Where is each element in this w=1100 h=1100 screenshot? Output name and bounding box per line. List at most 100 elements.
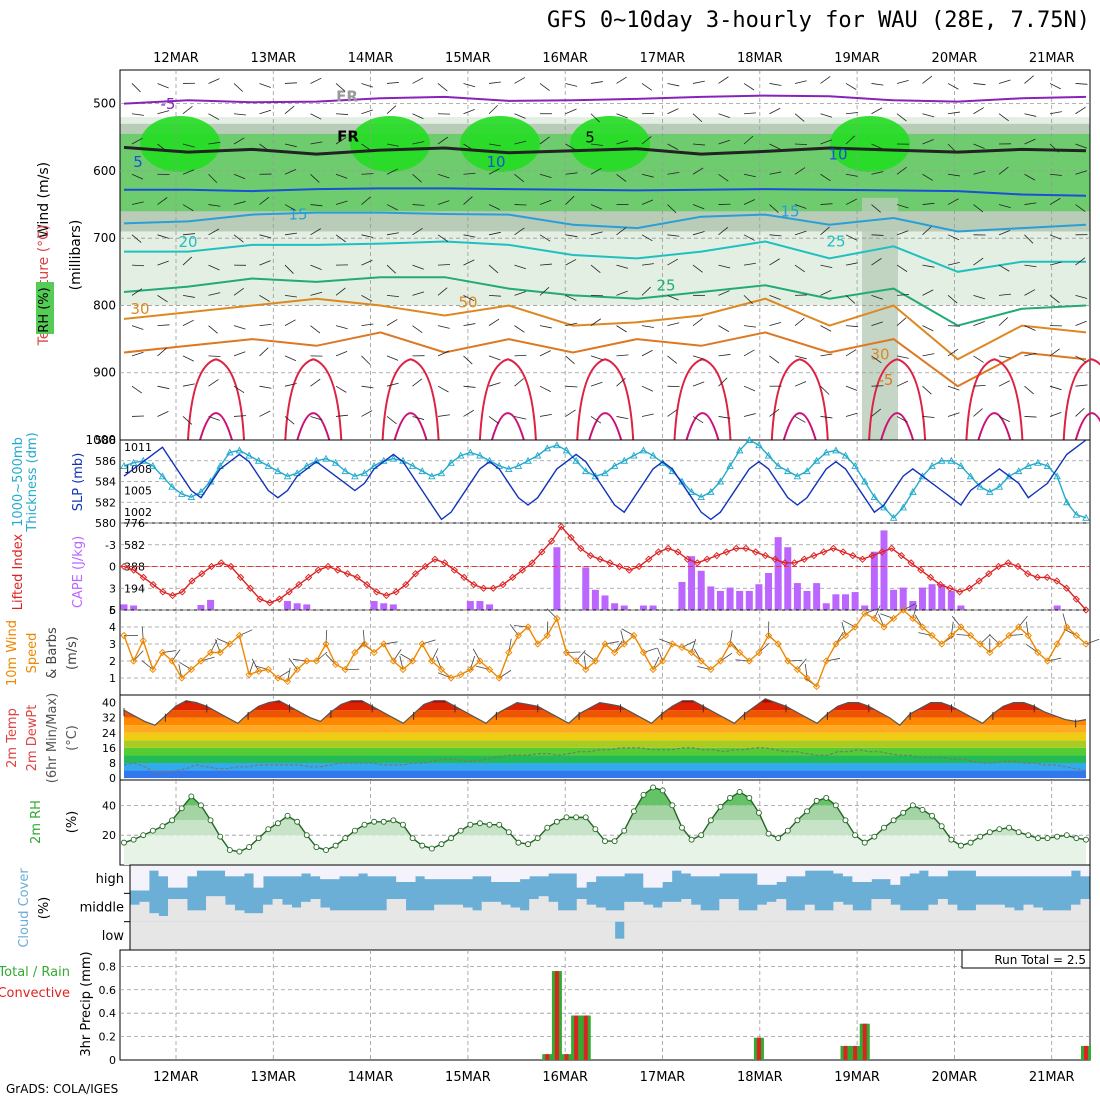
rh-2m-point — [284, 812, 291, 819]
cloud-cell-middle — [1070, 904, 1081, 922]
wind-speed-point — [726, 640, 734, 648]
day-label-top: 14MAR — [348, 51, 394, 66]
wind-barb — [820, 226, 830, 236]
thickness-tick-label: 584 — [95, 476, 116, 489]
wind-speed-point — [351, 648, 359, 657]
cloud-cell-high — [576, 865, 587, 888]
axis-label-rh: RH (%) — [37, 287, 52, 332]
wind-barb — [361, 385, 374, 389]
thickness-point — [1053, 472, 1061, 480]
rh-2m-point — [448, 835, 455, 842]
wind-barb — [845, 198, 857, 205]
cape-bar — [284, 601, 292, 610]
wind-barb — [794, 317, 805, 326]
wind-barb — [947, 143, 957, 153]
temp-band — [124, 770, 1086, 779]
wind-barb — [590, 81, 603, 84]
precip-panel-frame — [119, 949, 1091, 1061]
wind-barb — [208, 325, 218, 334]
wind-speed-point — [1082, 640, 1090, 648]
wind-tick-label: 2 — [109, 655, 116, 668]
cloud-cell-high — [529, 865, 540, 877]
thickness-point — [428, 472, 436, 480]
wind-barb — [565, 295, 577, 301]
thickness-point — [582, 467, 590, 475]
rh-2m-point — [1006, 824, 1012, 831]
wind-barb — [412, 264, 424, 270]
lifted-index-point — [810, 551, 818, 560]
axis-label-temp-3: (°C) — [65, 725, 80, 751]
axis-label-millibars: (millibars) — [68, 220, 84, 291]
rh-2m-point — [390, 817, 397, 824]
rh-2m-point — [755, 809, 762, 816]
wind-barb — [463, 385, 476, 388]
cloud-cell-middle — [662, 901, 673, 922]
wind-barb — [310, 141, 323, 145]
li-tick-label: 3 — [109, 582, 116, 595]
wind-barb — [335, 351, 348, 357]
wind-speed-point — [312, 657, 321, 665]
cloud-cell-low — [158, 921, 169, 950]
cloud-cell-middle — [1004, 907, 1015, 922]
cloud-cell-high — [1070, 865, 1081, 871]
cloud-cell-high — [244, 865, 254, 874]
isotherm-loop — [770, 358, 829, 441]
cloud-cell-middle — [1051, 910, 1062, 922]
wind-barb — [157, 295, 168, 303]
lifted-index-point — [878, 548, 886, 556]
wind-speed-point — [610, 648, 619, 657]
wind-barb — [539, 173, 552, 178]
cloud-cell-low — [1051, 921, 1062, 950]
cloud-cell-low — [956, 921, 967, 950]
wind-barb — [539, 413, 552, 417]
wind-speed-point — [332, 660, 340, 669]
cloud-cell-middle — [386, 899, 397, 922]
contour-label: 30 — [130, 300, 149, 318]
wind-barb — [743, 349, 755, 357]
cloud-cell-low — [1042, 921, 1053, 950]
cloud-cell-low — [624, 921, 635, 950]
thickness-point — [639, 446, 648, 454]
thickness-point — [784, 467, 792, 475]
wind-barb — [769, 143, 781, 150]
lifted-index-point — [373, 588, 381, 596]
wind-barb — [692, 416, 704, 424]
wind-barb — [488, 355, 501, 361]
wind-barb — [794, 381, 807, 387]
rh-2m-point — [832, 802, 839, 809]
wind-barb — [743, 385, 756, 392]
wind-barb — [437, 200, 450, 205]
isotherm-loop — [880, 412, 915, 441]
thickness-point — [158, 472, 167, 480]
wind-barb — [922, 264, 935, 268]
wind-speed-point — [418, 640, 426, 648]
cloud-cell-high — [462, 865, 473, 880]
cloud-cell-low — [358, 921, 369, 950]
wind-barb — [718, 76, 729, 84]
cloud-cell-low — [909, 921, 920, 950]
lifted-index-point — [946, 584, 954, 592]
wind-barb — [998, 264, 1010, 272]
wind-speed-point — [543, 631, 551, 640]
cloud-cell-high — [1023, 865, 1034, 877]
lifted-index-point — [1062, 584, 1071, 592]
isotherm-line — [123, 145, 1087, 156]
lifted-index-point — [703, 555, 711, 563]
lifted-index-point — [246, 584, 254, 592]
rh-2m-point — [967, 839, 974, 846]
thickness-point — [976, 482, 984, 490]
wind-barb — [896, 355, 909, 359]
wind-barb — [335, 325, 348, 330]
thickness-point — [1024, 461, 1033, 469]
temp-bands — [124, 698, 1086, 779]
cloud-cell-low — [301, 921, 311, 950]
wind-barb — [692, 381, 705, 387]
li-tick-label: 0 — [109, 561, 116, 574]
lifted-index-point — [975, 577, 983, 585]
wind-speed-point — [1053, 640, 1061, 648]
wind-speed-point — [187, 665, 195, 674]
cape-bar — [784, 547, 792, 610]
wind-barb — [565, 259, 577, 266]
thickness-point — [524, 456, 532, 464]
lifted-index-point — [509, 573, 517, 582]
